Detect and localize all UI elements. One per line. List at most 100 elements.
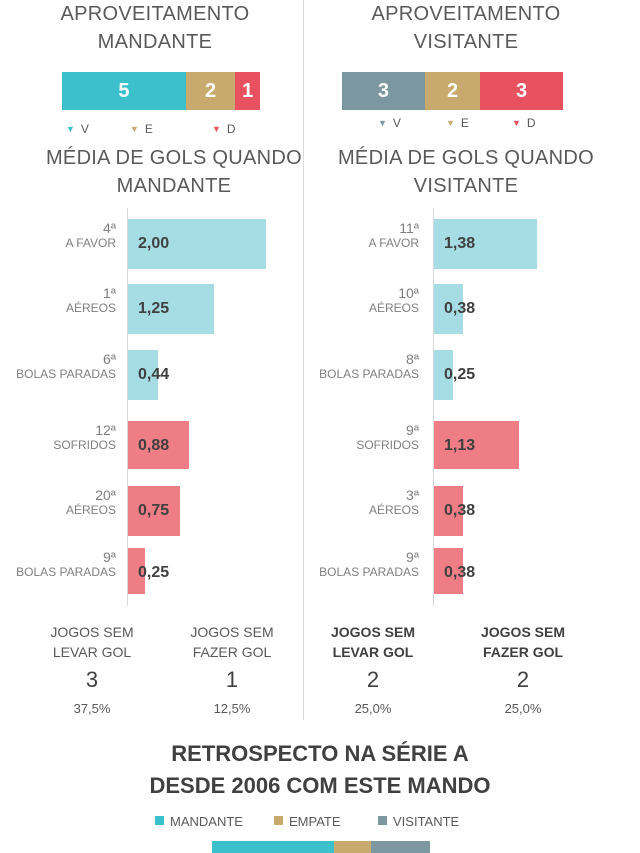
category-label: AÉREOS — [65, 503, 116, 517]
legend-item-v: ▼ V — [66, 122, 89, 136]
legend-item-d: ▼ D — [212, 122, 236, 136]
away-record-segment-e: 2 — [424, 72, 481, 110]
retrospect-segment — [212, 841, 335, 853]
bar-value-label: 0,25 — [444, 366, 476, 383]
legend-item-v: ▼ V — [378, 116, 401, 130]
bar-value-label: 0,38 — [444, 300, 476, 317]
category-label: SOFRIDOS — [356, 438, 419, 452]
legend-label: V — [392, 116, 401, 130]
bar-value-label: 0,38 — [444, 502, 476, 519]
category-label: BOLAS PARADAS — [319, 565, 419, 579]
stat-label: JOGOS SEM FAZER GOL — [190, 624, 274, 660]
legend-label: EMPATE — [289, 814, 341, 829]
legend-marker-icon: ▼ — [446, 118, 455, 128]
goals-bar — [434, 219, 537, 269]
away-goals-title: MÉDIA DE GOLS QUANDO VISITANTE — [337, 147, 595, 197]
away-record-title: APROVEITAMENTO VISITANTE — [371, 3, 561, 53]
legend-label: E — [460, 116, 469, 130]
goals-bar — [128, 350, 158, 400]
legend-marker-icon: ▼ — [130, 124, 139, 134]
legend-label: MANDANTE — [170, 814, 243, 829]
stat-percent: 25,0% — [354, 701, 392, 716]
away-record-legend: ▼ V ▼ E ▼ D — [342, 116, 563, 132]
stat-percent: 37,5% — [73, 701, 111, 716]
legend-item-visitante: VISITANTE — [378, 814, 459, 829]
stat-number: 2 — [366, 667, 380, 692]
home-record-segment-d: 1 — [235, 72, 260, 110]
category-label: SOFRIDOS — [53, 438, 116, 452]
legend-marker-icon: ▼ — [378, 118, 387, 128]
category-label: AÉREOS — [368, 301, 419, 315]
goals-bar — [128, 284, 214, 334]
legend-swatch-icon — [378, 816, 387, 825]
goals-bar — [128, 548, 145, 594]
goals-bar — [128, 421, 189, 469]
stat-label: JOGOS SEM LEVAR GOL — [330, 624, 416, 660]
rank-label: 4ª — [103, 220, 116, 236]
bar-value-label: 0,75 — [138, 502, 170, 519]
category-label: AÉREOS — [368, 503, 419, 517]
rank-label: 8ª — [406, 351, 419, 367]
bar-value-label: 1,13 — [444, 437, 476, 454]
home-goals-axis — [127, 208, 128, 606]
rank-label: 9ª — [406, 422, 419, 438]
legend-item-e: ▼ E — [130, 122, 153, 136]
category-label: BOLAS PARADAS — [319, 367, 419, 381]
away-goals-axis — [433, 208, 434, 606]
home-goals-title: MÉDIA DE GOLS QUANDO MANDANTE — [45, 147, 303, 197]
bar-value-label: 0,44 — [138, 366, 170, 383]
stat-number: 3 — [85, 667, 99, 692]
bar-value-label: 0,25 — [138, 564, 170, 581]
legend-swatch-icon — [274, 816, 283, 825]
rank-label: 1ª — [103, 285, 116, 301]
goals-bar — [434, 284, 463, 334]
away-record-segment-d: 3 — [480, 72, 563, 110]
stat-number: 1 — [225, 667, 239, 692]
legend-item-d: ▼ D — [512, 116, 536, 130]
stat-label: JOGOS SEM LEVAR GOL — [50, 624, 134, 660]
goals-bar — [434, 350, 453, 400]
stat-number: 2 — [516, 667, 530, 692]
rank-label: 12ª — [95, 422, 116, 438]
stat-percent: 25,0% — [504, 701, 542, 716]
stat-percent: 12,5% — [213, 701, 251, 716]
legend-label: V — [80, 122, 89, 136]
retrospect-title: RETROSPECTO NA SÉRIE A DESDE 2006 COM EST… — [149, 741, 491, 798]
category-label: A FAVOR — [368, 236, 419, 250]
category-label: A FAVOR — [65, 236, 116, 250]
legend-swatch-icon — [155, 816, 164, 825]
legend-item-mandante: MANDANTE — [155, 814, 243, 829]
legend-label: E — [144, 122, 153, 136]
rank-label: 11ª — [399, 220, 419, 236]
home-record-legend: ▼ V ▼ E ▼ D — [62, 122, 260, 138]
bar-value-label: 2,00 — [138, 235, 170, 252]
goals-bar — [434, 548, 463, 594]
away-record-segment-v: 3 — [342, 72, 425, 110]
retrospect-legend: MANDANTE EMPATE VISITANTE — [150, 814, 480, 832]
bar-value-label: 0,38 — [444, 564, 476, 581]
goals-bar — [434, 421, 519, 469]
category-label: BOLAS PARADAS — [16, 367, 116, 381]
category-label: AÉREOS — [65, 301, 116, 315]
stat-label: JOGOS SEM FAZER GOL — [480, 624, 566, 660]
rank-label: 20ª — [95, 487, 116, 503]
goals-bar — [128, 486, 180, 536]
rank-label: 10ª — [398, 285, 419, 301]
retrospect-segment — [371, 841, 430, 853]
goals-bar — [434, 486, 463, 536]
category-label: BOLAS PARADAS — [16, 565, 116, 579]
bar-value-label: 1,25 — [138, 300, 170, 317]
rank-label: 9ª — [406, 549, 419, 565]
legend-label: VISITANTE — [393, 814, 460, 829]
home-record-title: APROVEITAMENTO MANDANTE — [60, 3, 250, 53]
goals-bar — [128, 219, 266, 269]
retrospect-segment — [334, 841, 372, 853]
legend-label: D — [526, 116, 536, 130]
home-record-segment-v: 5 — [62, 72, 186, 110]
center-divider — [303, 0, 304, 720]
legend-marker-icon: ▼ — [212, 124, 221, 134]
bar-value-label: 1,38 — [444, 235, 476, 252]
bar-value-label: 0,88 — [138, 437, 170, 454]
